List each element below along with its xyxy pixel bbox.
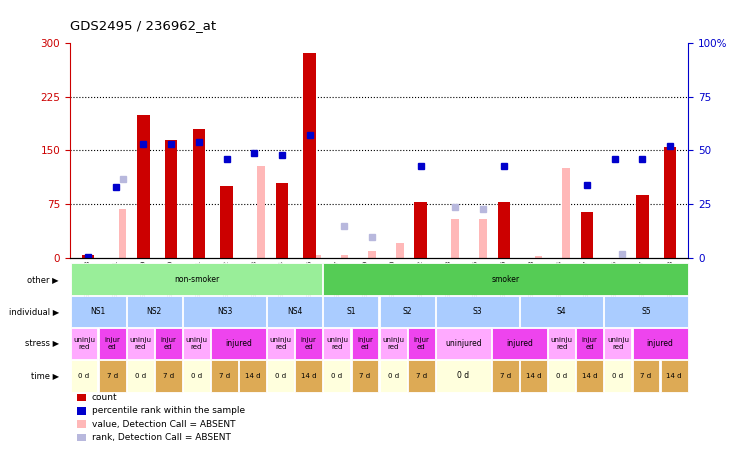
Bar bbox=[313, 255, 321, 258]
Bar bbox=[479, 219, 487, 258]
Text: NS2: NS2 bbox=[146, 307, 162, 316]
Text: other ▶: other ▶ bbox=[27, 275, 59, 283]
Text: 0 d: 0 d bbox=[556, 373, 567, 379]
Bar bbox=[137, 115, 149, 258]
Text: 0 d: 0 d bbox=[275, 373, 286, 379]
Text: percentile rank within the sample: percentile rank within the sample bbox=[92, 407, 245, 415]
Text: time ▶: time ▶ bbox=[31, 372, 59, 380]
Bar bbox=[220, 186, 233, 258]
Text: value, Detection Call = ABSENT: value, Detection Call = ABSENT bbox=[92, 420, 236, 428]
Text: 14 d: 14 d bbox=[582, 373, 598, 379]
Text: uninju
red: uninju red bbox=[73, 337, 95, 350]
Text: uninju
red: uninju red bbox=[551, 337, 573, 350]
Text: injur
ed: injur ed bbox=[582, 337, 598, 350]
Bar bbox=[193, 129, 205, 258]
Text: injur
ed: injur ed bbox=[160, 337, 176, 350]
Text: S5: S5 bbox=[641, 307, 651, 316]
Text: uninjured: uninjured bbox=[445, 339, 481, 348]
Text: S4: S4 bbox=[557, 307, 567, 316]
Text: 14 d: 14 d bbox=[245, 373, 261, 379]
Bar bbox=[636, 195, 648, 258]
Bar bbox=[341, 255, 348, 258]
Text: rank, Detection Call = ABSENT: rank, Detection Call = ABSENT bbox=[92, 433, 231, 442]
Text: injur
ed: injur ed bbox=[104, 337, 120, 350]
Bar bbox=[118, 210, 127, 258]
Text: S2: S2 bbox=[403, 307, 412, 316]
Text: injured: injured bbox=[647, 339, 673, 348]
Text: injur
ed: injur ed bbox=[301, 337, 316, 350]
Text: smoker: smoker bbox=[492, 275, 520, 283]
Bar bbox=[368, 251, 376, 258]
Text: 0 d: 0 d bbox=[388, 373, 399, 379]
Bar bbox=[396, 243, 404, 258]
Text: S1: S1 bbox=[346, 307, 355, 316]
Bar bbox=[562, 168, 570, 258]
Text: 7 d: 7 d bbox=[500, 373, 511, 379]
Text: 0 d: 0 d bbox=[331, 373, 342, 379]
Text: 7 d: 7 d bbox=[163, 373, 174, 379]
Text: injur
ed: injur ed bbox=[357, 337, 373, 350]
Text: uninju
red: uninju red bbox=[269, 337, 291, 350]
Bar bbox=[82, 255, 94, 258]
Text: injured: injured bbox=[225, 339, 252, 348]
Text: injur
ed: injur ed bbox=[413, 337, 429, 350]
Bar bbox=[258, 166, 265, 258]
Text: 7 d: 7 d bbox=[416, 373, 427, 379]
Text: stress ▶: stress ▶ bbox=[25, 339, 59, 348]
Text: uninju
red: uninju red bbox=[185, 337, 208, 350]
Text: 7 d: 7 d bbox=[359, 373, 370, 379]
Bar bbox=[276, 183, 289, 258]
Text: 7 d: 7 d bbox=[107, 373, 118, 379]
Bar bbox=[581, 211, 593, 258]
Text: NS1: NS1 bbox=[91, 307, 106, 316]
Bar bbox=[165, 140, 177, 258]
Text: 7 d: 7 d bbox=[219, 373, 230, 379]
Text: uninju
red: uninju red bbox=[130, 337, 151, 350]
Text: uninju
red: uninju red bbox=[382, 337, 404, 350]
Text: 0 d: 0 d bbox=[457, 372, 470, 380]
Text: 14 d: 14 d bbox=[301, 373, 316, 379]
Text: injured: injured bbox=[506, 339, 533, 348]
Text: 14 d: 14 d bbox=[666, 373, 682, 379]
Text: 0 d: 0 d bbox=[135, 373, 146, 379]
Text: GDS2495 / 236962_at: GDS2495 / 236962_at bbox=[70, 19, 216, 32]
Text: NS4: NS4 bbox=[287, 307, 302, 316]
Text: non-smoker: non-smoker bbox=[174, 275, 219, 283]
Text: individual ▶: individual ▶ bbox=[9, 307, 59, 316]
Bar bbox=[451, 219, 459, 258]
Text: 0 d: 0 d bbox=[612, 373, 623, 379]
Text: count: count bbox=[92, 393, 118, 402]
Bar bbox=[303, 54, 316, 258]
Text: 0 d: 0 d bbox=[191, 373, 202, 379]
Text: 14 d: 14 d bbox=[526, 373, 542, 379]
Text: 0 d: 0 d bbox=[79, 373, 90, 379]
Text: 7 d: 7 d bbox=[640, 373, 651, 379]
Bar bbox=[498, 202, 510, 258]
Text: uninju
red: uninju red bbox=[326, 337, 348, 350]
Text: uninju
red: uninju red bbox=[607, 337, 629, 350]
Text: S3: S3 bbox=[473, 307, 482, 316]
Text: NS3: NS3 bbox=[217, 307, 232, 316]
Bar bbox=[664, 147, 676, 258]
Bar bbox=[414, 202, 427, 258]
Bar bbox=[534, 256, 542, 258]
